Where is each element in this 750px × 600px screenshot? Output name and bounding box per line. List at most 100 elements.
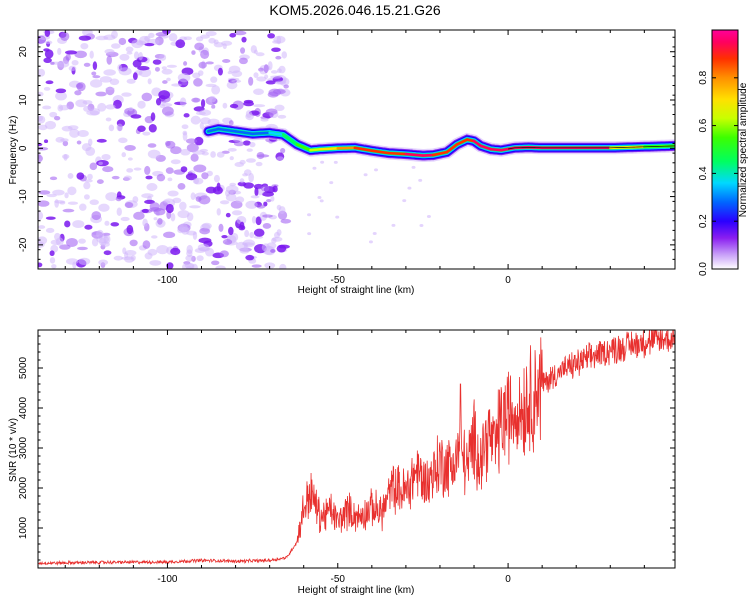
noise-blob (118, 137, 128, 144)
ridge-centre-line (508, 145, 675, 150)
noise-blob (271, 47, 281, 53)
noise-blob (106, 55, 113, 65)
noise-blob (163, 200, 171, 204)
noise-blob (131, 39, 144, 49)
noise-blob (191, 50, 196, 55)
noise-blob (225, 185, 239, 194)
noise-blob (76, 140, 82, 145)
ridge-core-segment (268, 131, 285, 137)
noise-blob (109, 78, 120, 86)
noise-blob (161, 103, 173, 107)
noise-blob (215, 265, 226, 269)
noise-blob (312, 166, 317, 170)
noise-blob (92, 61, 98, 71)
noise-blob (229, 156, 234, 161)
noise-blob (38, 68, 46, 77)
chart-title: KOM5.2026.046.15.21.G26 (269, 2, 440, 18)
noise-blob (251, 216, 257, 224)
noise-blob (150, 112, 156, 122)
noise-blob (104, 49, 115, 55)
noise-blob (123, 175, 132, 181)
snr-x-ticks: -100 -50 0 (64, 330, 645, 585)
noise-blob (46, 193, 57, 198)
noise-blob (43, 86, 51, 91)
noise-blob (255, 216, 262, 226)
noise-blob (95, 35, 109, 41)
noise-blob (236, 216, 247, 225)
noise-blob (157, 217, 163, 225)
noise-blob (307, 232, 312, 236)
noise-blob (199, 227, 211, 235)
noise-blob (260, 185, 270, 192)
noise-blob (166, 64, 177, 68)
noise-blob (240, 47, 246, 54)
noise-blob (218, 223, 224, 232)
noise-blob (119, 53, 130, 61)
noise-blob (190, 192, 196, 200)
noise-blob (231, 79, 242, 83)
noise-blob (71, 59, 79, 66)
noise-blob (72, 220, 85, 229)
noise-blob (116, 207, 122, 216)
noise-blob (219, 250, 229, 258)
ridge-core-segment (387, 151, 408, 156)
noise-blob (191, 263, 198, 269)
noise-blob (113, 255, 123, 261)
noise-blob (200, 49, 210, 59)
noise-blob (319, 199, 324, 203)
noise-blob (161, 68, 173, 75)
noise-blob (243, 101, 254, 107)
noise-blob (49, 176, 58, 181)
noise-blob (270, 70, 278, 74)
noise-blob (120, 216, 130, 222)
noise-blob (147, 149, 161, 159)
noise-blob (159, 54, 167, 61)
noise-blob (222, 102, 228, 109)
ridge-core-segment (353, 146, 374, 153)
noise-blob (276, 204, 282, 211)
noise-blob (147, 143, 157, 148)
noise-blob (146, 183, 158, 191)
colorbar-frame (711, 29, 739, 270)
noise-blob (239, 159, 246, 165)
noise-blob (190, 153, 199, 162)
y-tick-label: 1000 (18, 516, 29, 539)
noise-blob (335, 215, 340, 219)
noise-blob (155, 32, 169, 37)
noise-blob (272, 40, 281, 44)
noise-blob (60, 31, 70, 41)
noise-blob (183, 36, 192, 41)
noise-blob (235, 196, 245, 204)
noise-blob (213, 174, 220, 183)
noise-blob (208, 95, 217, 103)
ridge-core-segment (455, 138, 469, 146)
noise-blob (242, 140, 251, 146)
noise-blob (193, 78, 203, 87)
noise-blob (221, 234, 228, 239)
noise-blob (96, 229, 104, 239)
ridge-core-segment (472, 139, 483, 148)
ridge-core-segment (431, 150, 449, 157)
noise-blob (226, 81, 238, 90)
noise-blob (67, 201, 79, 205)
ridge-core-segment (251, 131, 271, 136)
noise-blob (253, 72, 259, 78)
noise-blob (233, 137, 243, 143)
noise-blob (253, 104, 266, 108)
noise-blob (133, 167, 142, 171)
noise-blob (45, 40, 53, 45)
noise-blob (78, 238, 86, 244)
noise-blob (154, 66, 160, 72)
noise-blob (248, 172, 254, 183)
noise-blob (38, 190, 51, 195)
noise-blob (98, 161, 103, 165)
noise-blob (179, 97, 187, 107)
colorbar-gradient (712, 30, 738, 269)
noise-blob (89, 199, 99, 206)
noise-blob (181, 124, 189, 130)
noise-blob (200, 34, 210, 39)
noise-blob (251, 264, 262, 268)
noise-blob (257, 154, 270, 158)
